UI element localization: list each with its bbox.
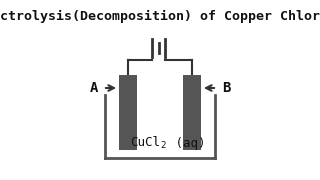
Text: (aq): (aq): [168, 136, 205, 150]
Bar: [183, 75, 201, 150]
Bar: [105, 95, 215, 158]
Text: Electrolysis(Decomposition) of Copper Chloride: Electrolysis(Decomposition) of Copper Ch…: [0, 10, 320, 23]
Text: A: A: [90, 81, 98, 95]
Text: B: B: [222, 81, 230, 95]
Text: CuCl: CuCl: [130, 136, 160, 150]
Text: 2: 2: [160, 141, 165, 150]
Bar: [119, 75, 137, 150]
